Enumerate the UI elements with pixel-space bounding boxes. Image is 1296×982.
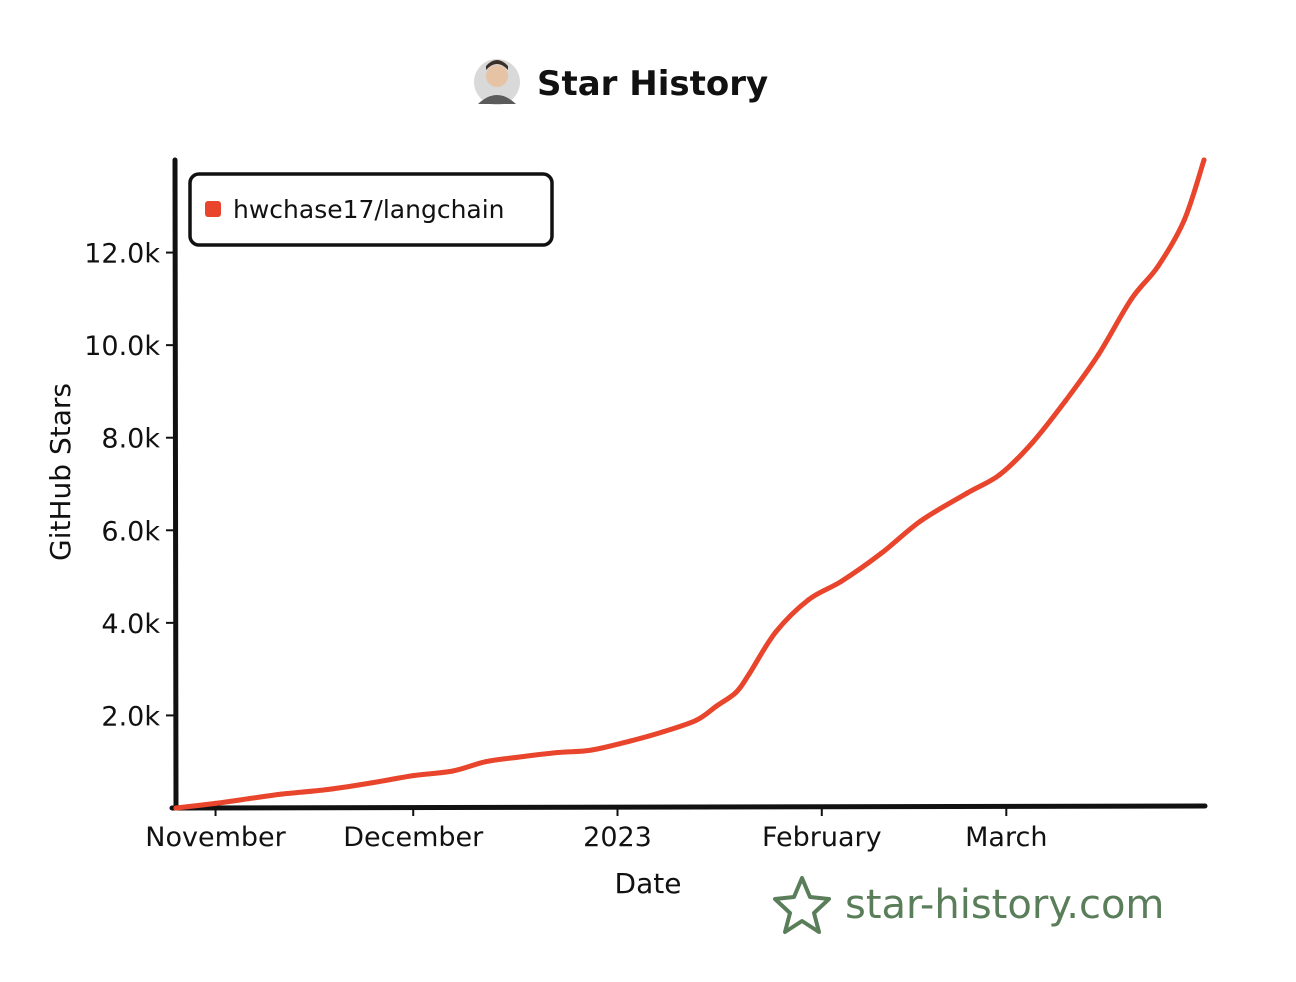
series-point bbox=[839, 578, 845, 584]
series-point bbox=[1030, 439, 1036, 445]
series-point bbox=[246, 796, 251, 802]
watermark: star-history.com bbox=[773, 876, 1164, 934]
y-tick-label: 10.0k bbox=[84, 331, 160, 362]
x-tick-label: February bbox=[762, 822, 882, 853]
avatar-icon bbox=[474, 59, 520, 105]
series-point bbox=[278, 791, 284, 797]
series-point bbox=[773, 629, 779, 635]
series-point bbox=[325, 787, 331, 792]
x-tick-label: December bbox=[343, 822, 484, 853]
series-point bbox=[733, 689, 739, 695]
series-point bbox=[371, 780, 377, 785]
series-point bbox=[173, 805, 179, 811]
series-point bbox=[918, 518, 924, 524]
series-point bbox=[1201, 157, 1207, 163]
chart-title: Star History bbox=[537, 64, 768, 104]
legend-swatch bbox=[205, 201, 221, 217]
y-axis-ticks: 2.0k 4.0k 6.0k 8.0k 10.0k 12.0k bbox=[84, 239, 174, 732]
series-layer bbox=[173, 157, 1207, 811]
series-point bbox=[213, 800, 218, 806]
series-point bbox=[713, 703, 719, 709]
series-point bbox=[1063, 398, 1069, 404]
star-logo-icon bbox=[773, 876, 831, 934]
series-point bbox=[806, 597, 812, 603]
series-point bbox=[997, 472, 1003, 478]
legend-box bbox=[188, 172, 554, 247]
series-line bbox=[173, 157, 1207, 811]
series-point bbox=[694, 717, 700, 723]
series-point bbox=[746, 671, 752, 677]
y-tick-label: 2.0k bbox=[101, 701, 160, 732]
y-axis-title: GitHub Stars bbox=[44, 383, 77, 561]
legend-label: hwchase17/langchain bbox=[233, 195, 505, 224]
series-point bbox=[661, 729, 667, 735]
series-point bbox=[1096, 351, 1102, 357]
y-tick-label: 12.0k bbox=[84, 239, 160, 270]
legend: hwchase17/langchain bbox=[188, 172, 554, 247]
chart-header: Star History bbox=[474, 59, 768, 105]
series-point bbox=[964, 490, 970, 496]
x-axis-line bbox=[169, 803, 1208, 811]
series-point bbox=[555, 750, 561, 755]
y-tick-label: 8.0k bbox=[101, 424, 160, 455]
series-point bbox=[1155, 264, 1161, 269]
series-point bbox=[588, 747, 594, 753]
y-tick-label: 6.0k bbox=[101, 516, 160, 547]
series-point bbox=[483, 759, 489, 765]
series-point bbox=[1181, 217, 1187, 223]
series-point bbox=[628, 738, 634, 744]
series-point bbox=[450, 768, 456, 774]
x-tick-label: November bbox=[145, 822, 286, 853]
watermark-text: star-history.com bbox=[845, 882, 1164, 928]
axes bbox=[169, 157, 1208, 811]
x-tick-label: 2023 bbox=[583, 822, 652, 853]
y-axis-line bbox=[172, 157, 179, 811]
y-tick-label: 4.0k bbox=[101, 609, 160, 640]
x-tick-label: March bbox=[965, 822, 1047, 853]
series-point bbox=[1129, 296, 1134, 302]
series-point bbox=[516, 754, 522, 760]
x-axis-ticks: November December 2023 February March bbox=[145, 808, 1047, 853]
series-point bbox=[878, 550, 884, 556]
x-axis-title: Date bbox=[615, 867, 682, 900]
series-point bbox=[410, 773, 416, 779]
